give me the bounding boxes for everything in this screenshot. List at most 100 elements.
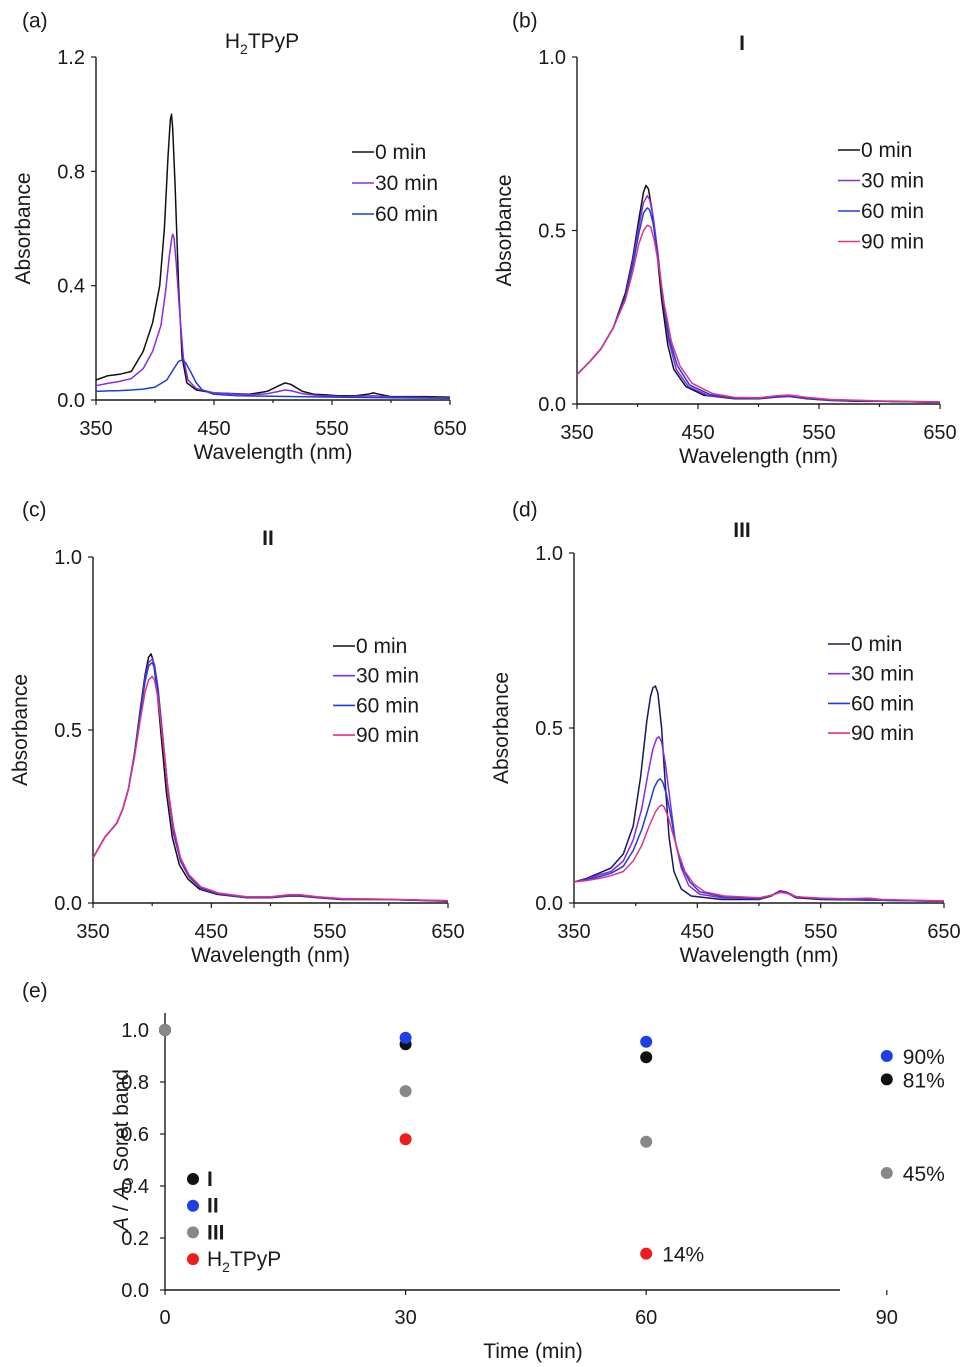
x-tick-label: 90 xyxy=(876,1307,898,1329)
x-tick-label: 350 xyxy=(79,418,112,440)
data-point xyxy=(880,1167,893,1179)
x-axis-label: Wavelength (nm) xyxy=(191,944,350,967)
panel-1: (b) I 0.0 0.5 1.0 350 450 550 650 Wavelength (nm)… xyxy=(493,10,957,468)
x-tick-label: 350 xyxy=(557,921,590,943)
legend-marker xyxy=(187,1199,199,1212)
data-point xyxy=(399,1085,412,1098)
y-tick-label: 0.4 xyxy=(57,276,85,298)
panel-label: (c) xyxy=(22,499,47,522)
data-point xyxy=(159,1024,171,1036)
y-axis-label: Absorbance xyxy=(9,674,32,786)
x-tick-label: 450 xyxy=(197,418,230,440)
legend-label: 90 min xyxy=(851,722,914,745)
legend-label: 0 min xyxy=(356,635,407,658)
chart-title: H2TPyP xyxy=(225,30,299,57)
data-point xyxy=(640,1035,653,1048)
y-axis-label: A / A0 Soret band xyxy=(110,1069,136,1233)
panel-label: (b) xyxy=(512,10,538,33)
legend-label: 30 min xyxy=(375,172,438,195)
x-tick-label: 450 xyxy=(681,921,714,943)
legend-label: 30 min xyxy=(356,665,419,688)
x-tick-label: 650 xyxy=(927,921,960,943)
y-tick-label: 0.6 xyxy=(121,1124,149,1146)
series-line xyxy=(573,778,945,903)
panel-label: (d) xyxy=(512,499,538,522)
x-tick-label: 550 xyxy=(315,418,348,440)
series-line xyxy=(573,804,945,902)
annotation: 90% xyxy=(903,1046,945,1069)
series-line xyxy=(576,224,941,403)
x-tick-label: 0 xyxy=(159,1307,170,1329)
legend-label: 90 min xyxy=(861,231,924,254)
legend-label: 0 min xyxy=(851,633,902,656)
x-axis-label: Wavelength (nm) xyxy=(679,944,838,967)
legend-label: 60 min xyxy=(356,694,419,717)
y-tick-label: 0.8 xyxy=(57,161,85,183)
y-tick-label: 0.0 xyxy=(54,893,82,915)
y-tick-label: 0.5 xyxy=(538,221,566,243)
y-axis-label: Absorbance xyxy=(490,672,513,784)
x-tick-label: 350 xyxy=(76,921,109,943)
y-tick-label: 0.0 xyxy=(57,390,85,412)
y-tick-label: 0.2 xyxy=(121,1228,149,1250)
legend-label: 0 min xyxy=(375,141,426,164)
x-axis-label: Wavelength (nm) xyxy=(679,445,838,468)
legend-label: I xyxy=(207,1168,213,1191)
data-point xyxy=(640,1247,653,1260)
legend-label: 0 min xyxy=(861,139,912,162)
y-tick-label: 0.8 xyxy=(121,1072,149,1094)
data-point xyxy=(880,1050,893,1062)
x-tick-label: 650 xyxy=(433,418,466,440)
panel-0: (a) H2TPyP 0.0 0.4 0.8 1.2 350 450 550 650 Wavelen… xyxy=(12,10,467,464)
y-tick-label: 1.2 xyxy=(57,47,85,69)
panel-3: (d) III 0.0 0.5 1.0 350 450 550 650 Wavelength (n… xyxy=(490,499,961,967)
panel-2: (c) II 0.0 0.5 1.0 350 450 550 650 Wavelength (nm… xyxy=(9,499,465,967)
y-tick-label: 0.0 xyxy=(535,893,563,915)
x-tick-label: 550 xyxy=(313,921,346,943)
data-point xyxy=(640,1051,653,1064)
y-tick-label: 0.0 xyxy=(121,1280,149,1302)
y-tick-label: 0.5 xyxy=(535,718,563,740)
x-axis-label: Wavelength (nm) xyxy=(193,441,352,464)
y-axis-label: Absorbance xyxy=(493,174,516,286)
chart-title: I xyxy=(739,32,745,55)
y-axis-label: Absorbance xyxy=(12,172,35,284)
series-line xyxy=(92,675,449,902)
x-tick-label: 550 xyxy=(802,422,835,444)
legend-label: 60 min xyxy=(861,200,924,223)
y-tick-label: 0.4 xyxy=(121,1176,149,1198)
x-tick-label: 650 xyxy=(923,422,956,444)
series-line xyxy=(95,233,451,399)
x-tick-label: 650 xyxy=(431,921,464,943)
data-point xyxy=(880,1073,893,1086)
series-line xyxy=(95,359,451,400)
x-tick-label: 30 xyxy=(394,1307,416,1329)
legend-label: 90 min xyxy=(356,724,419,747)
legend-label: 60 min xyxy=(375,203,438,226)
legend-label: 30 min xyxy=(861,170,924,193)
legend-label: III xyxy=(207,1221,225,1244)
series-line xyxy=(573,685,945,903)
y-tick-label: 1.0 xyxy=(538,47,566,69)
chart-title: III xyxy=(733,519,751,542)
series-line xyxy=(92,653,449,903)
panel-e: (e) 0.0 0.2 0.4 0.6 0.8 1.0 0 30 60 90 Time (min) A … xyxy=(22,980,945,1363)
x-axis-label: Time (min) xyxy=(483,1340,583,1363)
chart-title: II xyxy=(262,527,274,550)
x-tick-label: 450 xyxy=(681,422,714,444)
y-tick-label: 0.5 xyxy=(54,720,82,742)
legend-label: 60 min xyxy=(851,692,914,715)
data-point xyxy=(399,1031,412,1044)
legend-marker xyxy=(187,1226,199,1239)
x-tick-label: 550 xyxy=(804,921,837,943)
annotation: 14% xyxy=(662,1244,704,1267)
panel-label: (a) xyxy=(22,10,48,33)
annotation: 45% xyxy=(903,1163,945,1186)
data-point xyxy=(399,1133,412,1146)
y-tick-label: 1.0 xyxy=(54,547,82,569)
legend-marker xyxy=(187,1253,199,1266)
data-point xyxy=(640,1135,653,1148)
panel-label: (e) xyxy=(22,980,48,1003)
series-line xyxy=(573,736,945,903)
